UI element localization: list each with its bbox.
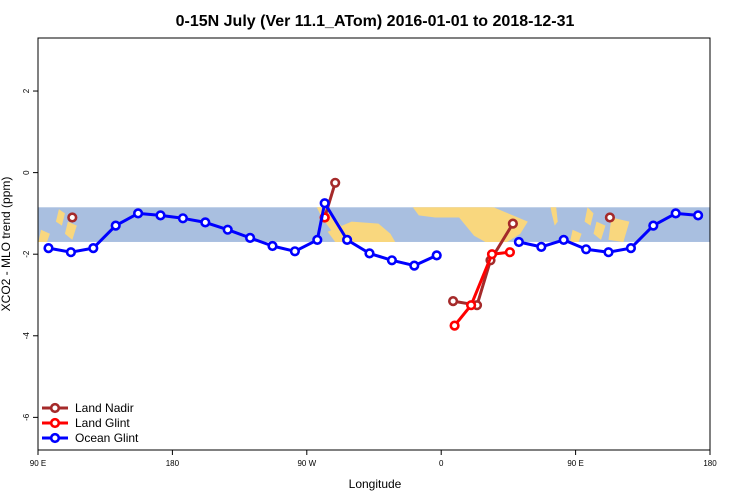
x-tick-label-2: 90 W — [297, 459, 316, 468]
series-line-land-nadir-2 — [452, 222, 515, 307]
legend-label-ocean-glint: Ocean Glint — [75, 431, 139, 445]
x-tick-label-4: 90 E — [567, 459, 583, 468]
x-axis-label: Longitude — [349, 477, 402, 491]
x-tick-label-1: 180 — [166, 459, 180, 468]
point-ocean-glint-19 — [513, 236, 525, 248]
point-ocean-glint-27 — [692, 210, 704, 221]
point-ocean-glint-1 — [65, 247, 76, 258]
y-tick-label-1: 0 — [22, 170, 31, 175]
band-land-6 — [38, 229, 50, 242]
band-land-9 — [570, 229, 582, 242]
point-ocean-glint-12 — [312, 234, 323, 245]
series-layer — [43, 177, 704, 331]
x-tick-label-0: 90 E — [30, 459, 46, 468]
band-land-5 — [64, 221, 77, 240]
point-ocean-glint-2 — [88, 243, 99, 254]
y-axis: 2 0 -2 -4 -6 — [22, 88, 38, 421]
series-line-land-glint-1 — [453, 250, 511, 327]
legend-item-land-nadir: Land Nadir — [42, 401, 134, 415]
point-ocean-glint-13 — [319, 198, 330, 209]
legend-label-land-glint: Land Glint — [75, 416, 130, 430]
point-ocean-glint-7 — [200, 217, 211, 228]
point-ocean-glint-0 — [43, 243, 54, 254]
point-land-glint-2 — [466, 300, 477, 311]
point-ocean-glint-18 — [431, 250, 442, 261]
point-ocean-glint-17 — [409, 260, 420, 271]
x-axis: 90 E 180 90 W 0 90 E 180 — [30, 450, 717, 468]
band-land-0 — [412, 207, 528, 242]
y-tick-label-2: -2 — [22, 250, 31, 258]
point-land-nadir-6 — [507, 218, 519, 229]
point-land-nadir-0 — [67, 212, 78, 223]
point-ocean-glint-24 — [625, 243, 637, 254]
point-land-glint-1 — [449, 320, 460, 331]
point-land-glint-3 — [486, 249, 498, 260]
legend-item-land-glint: Land Glint — [42, 416, 130, 430]
band-land-4 — [55, 209, 65, 226]
point-ocean-glint-20 — [536, 241, 547, 252]
legend-marker-land-glint — [49, 417, 61, 429]
y-tick-label-3: -4 — [22, 332, 31, 340]
point-ocean-glint-4 — [133, 208, 144, 219]
x-tick-label-5: 180 — [703, 459, 717, 468]
plot-frame — [37, 37, 711, 451]
point-ocean-glint-6 — [177, 213, 188, 224]
y-tick-label-0: 2 — [22, 88, 31, 93]
point-ocean-glint-21 — [558, 234, 569, 245]
point-ocean-glint-9 — [245, 232, 256, 243]
point-ocean-glint-5 — [155, 210, 166, 221]
y-axis-label: XCO2 - MLO trend (ppm) — [0, 177, 13, 312]
point-ocean-glint-11 — [289, 246, 301, 257]
point-ocean-glint-8 — [222, 224, 233, 235]
y-tick-label-4: -6 — [22, 413, 31, 421]
point-ocean-glint-15 — [364, 248, 375, 259]
chart-title: 0-15N July (Ver 11.1_ATom) 2016-01-01 to… — [176, 13, 575, 30]
legend-marker-ocean-glint — [49, 432, 61, 444]
series-ocean-glint — [43, 198, 704, 271]
point-ocean-glint-25 — [648, 220, 659, 231]
band-land-8 — [593, 221, 606, 240]
legend-marker-land-nadir — [49, 402, 61, 414]
point-ocean-glint-10 — [267, 240, 278, 252]
point-ocean-glint-23 — [603, 247, 614, 258]
point-ocean-glint-22 — [580, 244, 592, 255]
band-land-1 — [550, 207, 558, 226]
band-land-10 — [608, 217, 630, 242]
point-land-nadir-3 — [448, 296, 459, 307]
point-ocean-glint-26 — [670, 208, 681, 219]
point-land-glint-4 — [504, 247, 516, 258]
point-ocean-glint-14 — [342, 234, 353, 245]
point-ocean-glint-3 — [110, 220, 121, 231]
point-land-nadir-2 — [330, 177, 341, 188]
point-land-nadir-7 — [604, 212, 616, 223]
band-land-7 — [584, 207, 594, 226]
point-ocean-glint-16 — [386, 255, 398, 266]
x-tick-label-3: 0 — [439, 459, 444, 468]
series-line-land-nadir-1 — [323, 182, 337, 218]
legend-label-land-nadir: Land Nadir — [75, 401, 134, 415]
legend-item-ocean-glint: Ocean Glint — [42, 431, 139, 445]
